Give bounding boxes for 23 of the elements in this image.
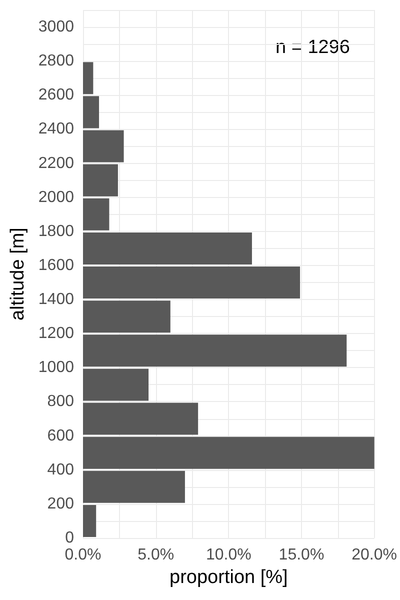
- y-tick-label: 600: [47, 427, 74, 444]
- y-tick-label: 1600: [38, 256, 74, 274]
- y-tick-label: 0: [65, 530, 74, 546]
- y-tick-label: 800: [47, 393, 74, 410]
- y-tick-label: 2000: [38, 188, 74, 206]
- x-tick-label: 15.0%: [278, 546, 324, 564]
- x-axis-title: proportion [%]: [170, 567, 288, 588]
- y-tick-label: 400: [47, 461, 74, 478]
- y-tick-label: 3000: [38, 18, 74, 36]
- x-tick-label: 5.0%: [138, 546, 174, 564]
- y-tick-label: 1800: [38, 222, 74, 240]
- y-axis-title: altitude [m]: [8, 228, 29, 320]
- y-tick-label: 1200: [38, 325, 74, 342]
- y-tick-label: 1400: [38, 291, 74, 308]
- y-tick-label: 2400: [38, 120, 74, 138]
- y-tick-label: 2200: [38, 154, 74, 172]
- y-tick-label: 2800: [38, 52, 74, 70]
- x-tick-label: 20.0%: [352, 546, 398, 564]
- x-tick-label: 10.0%: [206, 546, 252, 564]
- y-tick-label: 1000: [38, 359, 74, 376]
- x-tick-label: 0.0%: [64, 546, 102, 564]
- y-tick-label: 200: [47, 495, 74, 512]
- y-tick-label: 2600: [38, 86, 74, 104]
